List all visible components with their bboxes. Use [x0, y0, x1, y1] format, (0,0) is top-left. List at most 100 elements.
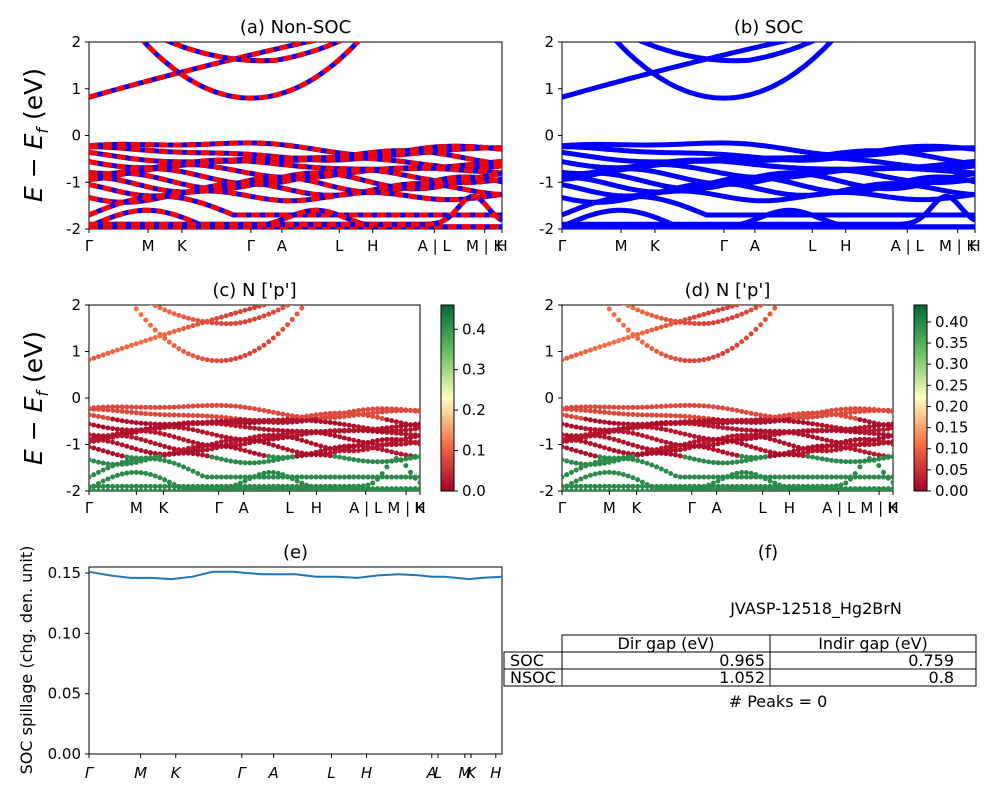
data-point	[871, 441, 877, 447]
data-point	[138, 420, 144, 426]
data-point	[583, 272, 588, 277]
data-point	[384, 429, 390, 435]
data-point	[782, 290, 787, 295]
data-point	[252, 425, 257, 431]
data-point	[872, 104, 877, 109]
data-point	[843, 428, 849, 434]
data-point	[611, 410, 617, 416]
data-point	[824, 279, 829, 284]
data-point	[403, 267, 408, 272]
data-point	[885, 434, 891, 440]
data-point	[810, 283, 815, 288]
data-point	[105, 476, 111, 482]
data-point	[682, 431, 688, 437]
data-point	[347, 280, 352, 285]
data-point	[833, 458, 839, 464]
data-point	[715, 483, 721, 489]
x-tick-label: Γ	[85, 237, 94, 255]
data-point	[743, 483, 749, 489]
x-tick-label: K	[650, 237, 661, 255]
data-point	[228, 444, 234, 450]
data-point	[237, 446, 243, 452]
data-point	[620, 429, 626, 435]
data-point	[332, 428, 338, 434]
data-point	[857, 406, 863, 412]
data-point	[280, 445, 286, 451]
data-point	[237, 474, 243, 480]
data-point	[152, 305, 158, 309]
table-caption: JVASP-12518_Hg2BrN	[729, 599, 902, 619]
data-point	[852, 471, 858, 477]
x-tick-label: Γ	[558, 499, 567, 517]
data-point	[658, 450, 664, 456]
data-point	[223, 415, 229, 421]
y-axis-label-top: E − Ef (eV)	[19, 68, 52, 202]
data-point	[824, 423, 830, 429]
data-point	[214, 402, 220, 408]
data-point	[351, 279, 356, 284]
data-point	[199, 318, 205, 324]
data-point	[384, 425, 390, 431]
data-point	[157, 424, 163, 430]
data-point	[583, 426, 589, 432]
data-point	[313, 452, 319, 458]
data-point	[398, 407, 404, 413]
data-point	[323, 286, 328, 291]
data-point	[560, 255, 565, 260]
data-point	[119, 345, 125, 351]
data-point	[89, 357, 92, 363]
data-point	[218, 483, 224, 489]
data-point	[606, 306, 612, 312]
data-point	[734, 459, 740, 465]
y-tick-label: 0.00	[48, 745, 81, 763]
data-point	[280, 472, 286, 478]
data-point	[715, 424, 721, 430]
data-point	[389, 430, 395, 436]
data-point	[337, 488, 343, 491]
data-point	[185, 450, 191, 456]
data-point	[256, 451, 262, 457]
data-point	[252, 417, 257, 423]
data-point	[635, 335, 641, 341]
data-point	[89, 457, 92, 463]
data-point	[408, 408, 414, 414]
data-point	[209, 431, 215, 437]
data-point	[209, 357, 215, 363]
data-point	[110, 483, 116, 489]
data-point	[829, 424, 835, 430]
data-point	[138, 312, 144, 318]
data-point	[166, 404, 172, 410]
data-point	[218, 456, 224, 462]
data-point	[252, 348, 257, 354]
data-point	[394, 205, 399, 210]
data-point	[602, 488, 608, 491]
data-point	[573, 414, 579, 420]
table-value: 0.759	[908, 651, 954, 670]
data-point	[587, 472, 593, 478]
data-point	[218, 402, 224, 408]
x-tick-label: L	[808, 237, 817, 255]
data-point	[199, 452, 205, 458]
data-point	[275, 483, 281, 489]
data-point	[562, 406, 565, 412]
data-point	[143, 449, 149, 455]
data-point	[701, 474, 707, 480]
data-point	[214, 455, 220, 461]
data-point	[649, 488, 655, 491]
data-point	[162, 458, 168, 464]
data-point	[252, 460, 257, 466]
data-point	[649, 425, 655, 431]
data-point	[720, 405, 726, 411]
data-point	[233, 423, 239, 429]
data-point	[195, 470, 201, 476]
data-point	[564, 260, 569, 265]
data-point	[157, 442, 163, 448]
data-point	[124, 344, 130, 350]
data-point	[308, 429, 314, 435]
data-point	[620, 483, 626, 489]
data-point	[285, 305, 291, 308]
x-tick-label: M | K	[939, 237, 978, 255]
data-point	[242, 353, 248, 359]
data-point	[876, 463, 882, 469]
